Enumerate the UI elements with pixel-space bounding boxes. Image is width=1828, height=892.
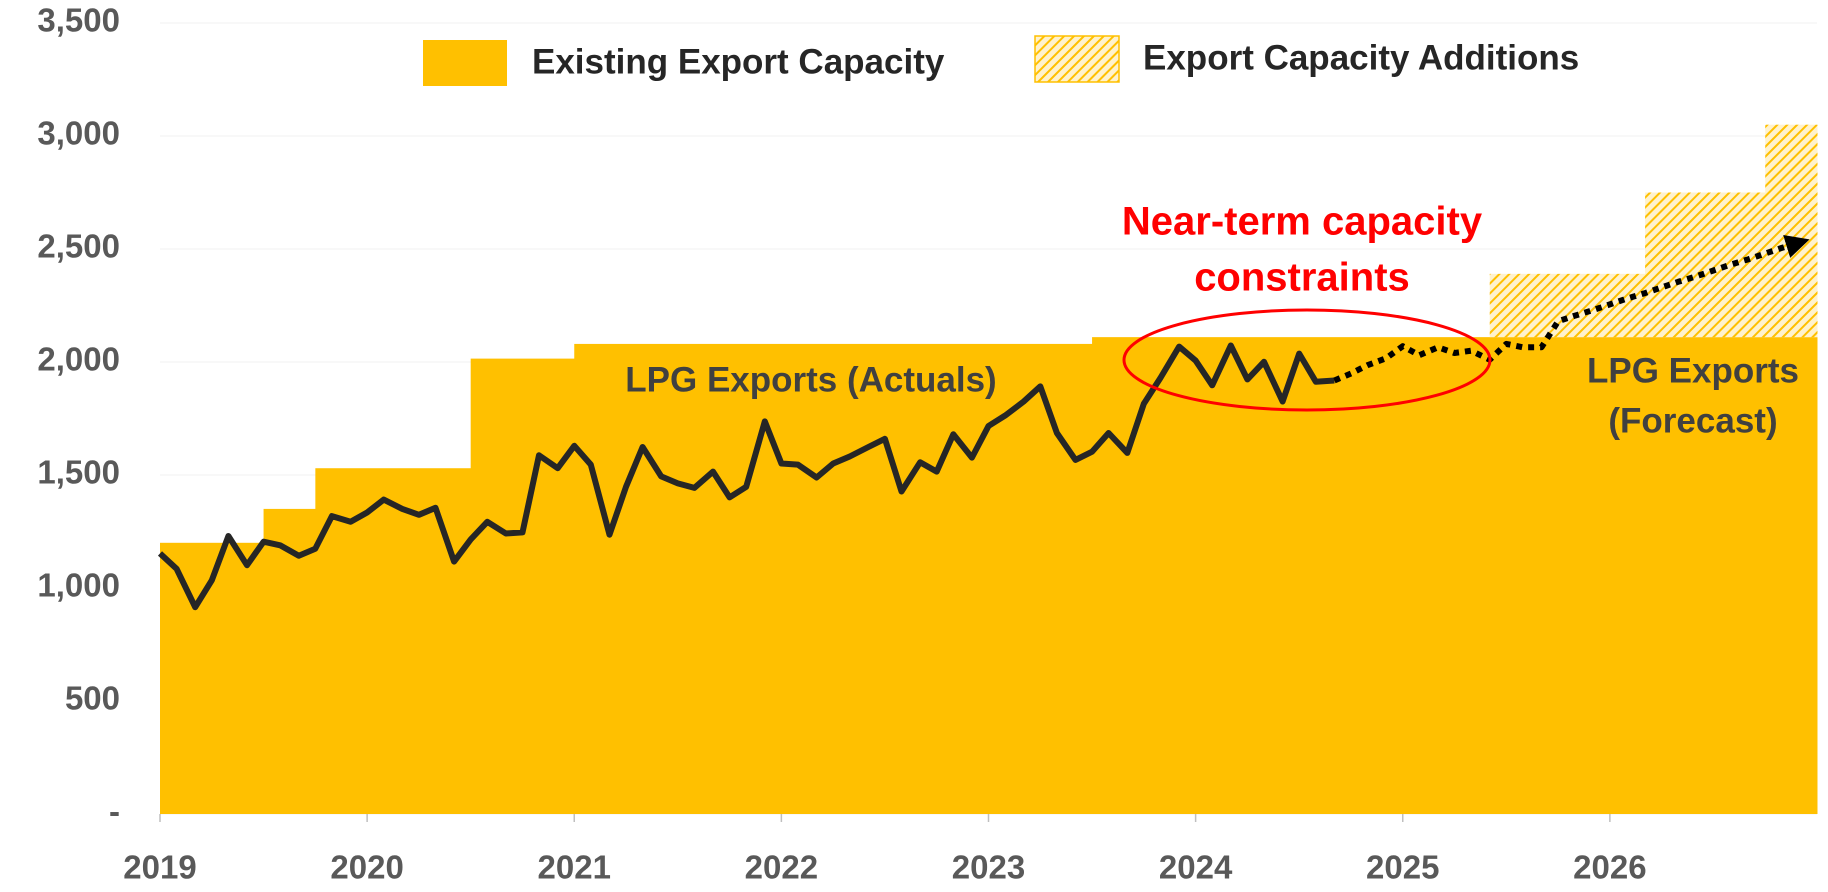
x-tick-label: 2026 (1573, 849, 1646, 886)
annotation: (Forecast) (1608, 401, 1777, 440)
capacity-step (574, 343, 1093, 814)
areas (160, 124, 1818, 814)
labels: - 500 1,000 1,500 2,000 2,500 3,000 3,500 2019 20… (37, 2, 1799, 886)
legend-swatch (423, 40, 507, 86)
capacity-step (1489, 273, 1646, 338)
constraint-ellipse (1122, 308, 1492, 412)
x-tick-label: 2021 (538, 849, 611, 886)
capacity-step (1765, 124, 1818, 338)
x-tick-label: 2019 (123, 849, 196, 886)
y-tick-label: 1,000 (37, 567, 120, 604)
annotation: LPG Exports (Actuals) (625, 360, 996, 399)
capacity-step (1092, 337, 1818, 814)
y-tick-label: - (109, 793, 120, 830)
lines (157, 234, 1810, 611)
x-tick-label: 2024 (1159, 849, 1233, 886)
y-tick-label: 1,500 (37, 454, 120, 491)
x-tick-label: 2025 (1366, 849, 1439, 886)
y-tick-label: 3,500 (37, 2, 120, 39)
capacity-step (160, 542, 265, 814)
y-tick-label: 500 (65, 680, 120, 717)
y-tick-label: 2,000 (37, 341, 120, 378)
annotation: LPG Exports (1587, 351, 1799, 390)
legend-swatch (1034, 35, 1120, 83)
y-tick-label: 2,500 (37, 228, 120, 265)
forecast-line (1333, 234, 1810, 384)
legend-label: Export Capacity Additions (1143, 38, 1579, 77)
y-tick-label: 3,000 (37, 115, 120, 152)
capacity-step (1645, 192, 1766, 338)
capacity-step (315, 468, 472, 814)
legend-label: Existing Export Capacity (532, 42, 945, 81)
capacity-step (263, 508, 316, 814)
capacity-step (470, 358, 575, 814)
annotation: Near-term capacity (1122, 200, 1483, 244)
actuals-line (157, 342, 1335, 611)
x-tick-label: 2020 (330, 849, 403, 886)
x-tick-label: 2022 (745, 849, 818, 886)
annotation: constraints (1194, 256, 1410, 300)
x-tick-label: 2023 (952, 849, 1025, 886)
